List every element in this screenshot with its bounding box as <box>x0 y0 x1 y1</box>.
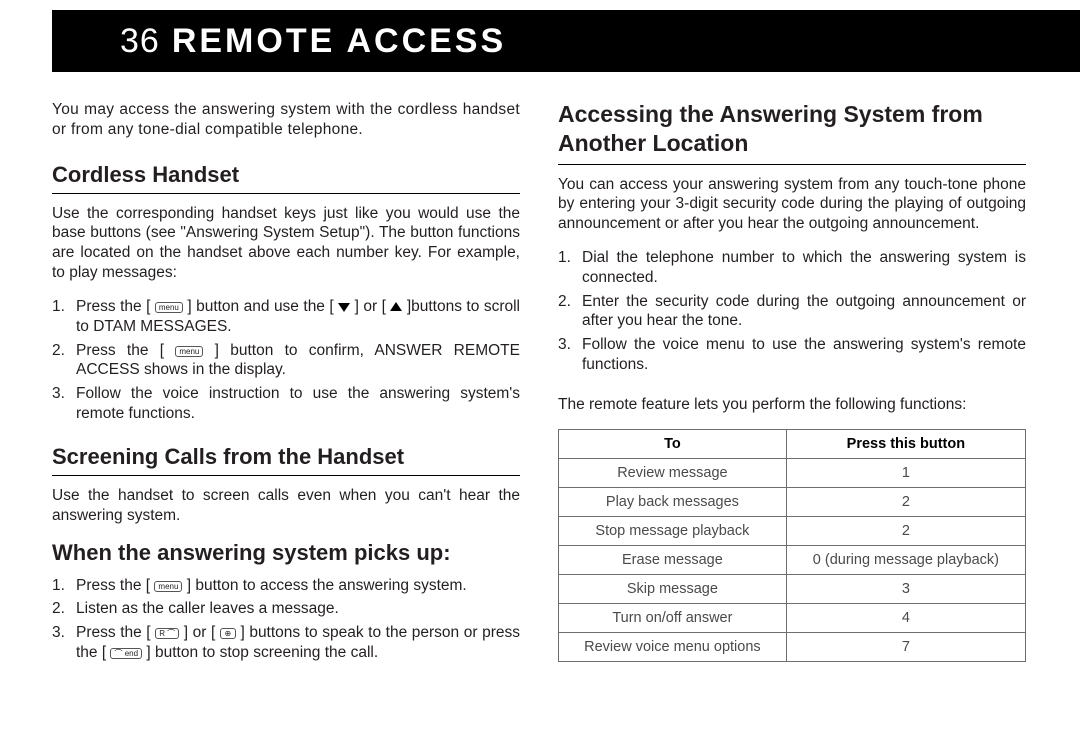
up-arrow-icon <box>390 302 402 311</box>
chapter-title: REMOTE ACCESS <box>172 22 506 61</box>
remote-steps: Dial the telephone number to which the a… <box>558 248 1026 375</box>
step-item: Listen as the caller leaves a message. <box>52 599 520 619</box>
table-header: Press this button <box>786 429 1025 458</box>
step-item: Follow the voice instruction to use the … <box>52 384 520 424</box>
table-cell: 0 (during message playback) <box>786 545 1025 574</box>
intro-text: You may access the answering system with… <box>52 100 520 140</box>
table-cell: Play back messages <box>559 487 787 516</box>
pickup-steps: Press the [ menu ] button to access the … <box>52 576 520 663</box>
screening-para: Use the handset to screen calls even whe… <box>52 486 520 526</box>
remote-access-heading: Accessing the Answering System from Anot… <box>558 100 1026 165</box>
step-item: Press the [ menu ] button to access the … <box>52 576 520 596</box>
table-cell: Stop message playback <box>559 516 787 545</box>
table-cell: 4 <box>786 603 1025 632</box>
page-number: 36 <box>120 22 160 61</box>
menu-key-icon: menu <box>155 302 183 313</box>
table-cell: Review voice menu options <box>559 632 787 661</box>
table-cell: 7 <box>786 632 1025 661</box>
cordless-handset-steps: Press the [ menu ] button and use the [ … <box>52 297 520 424</box>
step-item: Dial the telephone number to which the a… <box>558 248 1026 288</box>
table-row: Skip message3 <box>559 574 1026 603</box>
functions-table: ToPress this buttonReview message1Play b… <box>558 429 1026 662</box>
cordless-handset-para: Use the corresponding handset keys just … <box>52 204 520 283</box>
table-cell: 2 <box>786 516 1025 545</box>
header-whitebox <box>0 10 52 72</box>
table-cell: 3 <box>786 574 1025 603</box>
table-cell: 2 <box>786 487 1025 516</box>
table-row: Erase message0 (during message playback) <box>559 545 1026 574</box>
table-cell: Skip message <box>559 574 787 603</box>
content-area: You may access the answering system with… <box>0 72 1080 683</box>
table-row: Review message1 <box>559 458 1026 487</box>
step-item: Enter the security code during the outgo… <box>558 292 1026 332</box>
left-column: You may access the answering system with… <box>52 100 520 683</box>
step-item: Follow the voice menu to use the answeri… <box>558 335 1026 375</box>
header-bar: 36 REMOTE ACCESS <box>0 10 1080 72</box>
cordless-handset-heading: Cordless Handset <box>52 162 520 194</box>
step-item: Press the [ menu ] button and use the [ … <box>52 297 520 337</box>
table-cell: Erase message <box>559 545 787 574</box>
table-row: Turn on/off answer4 <box>559 603 1026 632</box>
end-key-icon: ⌒ end <box>110 648 142 659</box>
table-header: To <box>559 429 787 458</box>
screening-heading: Screening Calls from the Handset <box>52 444 520 476</box>
remote-para1: You can access your answering system fro… <box>558 175 1026 234</box>
step-item: Press the [ R ⌒ ] or [ ⊕ ] buttons to sp… <box>52 623 520 663</box>
remote-para2: The remote feature lets you perform the … <box>558 395 1026 415</box>
right-column: Accessing the Answering System from Anot… <box>558 100 1026 683</box>
pickup-heading: When the answering system picks up: <box>52 540 520 566</box>
table-cell: Review message <box>559 458 787 487</box>
table-row: Review voice menu options7 <box>559 632 1026 661</box>
table-row: Play back messages2 <box>559 487 1026 516</box>
table-row: Stop message playback2 <box>559 516 1026 545</box>
talk-key-icon: R ⌒ <box>155 628 179 639</box>
menu-key-icon: menu <box>154 581 182 592</box>
menu-key-icon: menu <box>175 346 203 357</box>
down-arrow-icon <box>338 303 350 312</box>
table-cell: 1 <box>786 458 1025 487</box>
table-cell: Turn on/off answer <box>559 603 787 632</box>
speaker-key-icon: ⊕ <box>220 628 236 639</box>
step-item: Press the [ menu ] button to confirm, AN… <box>52 341 520 381</box>
